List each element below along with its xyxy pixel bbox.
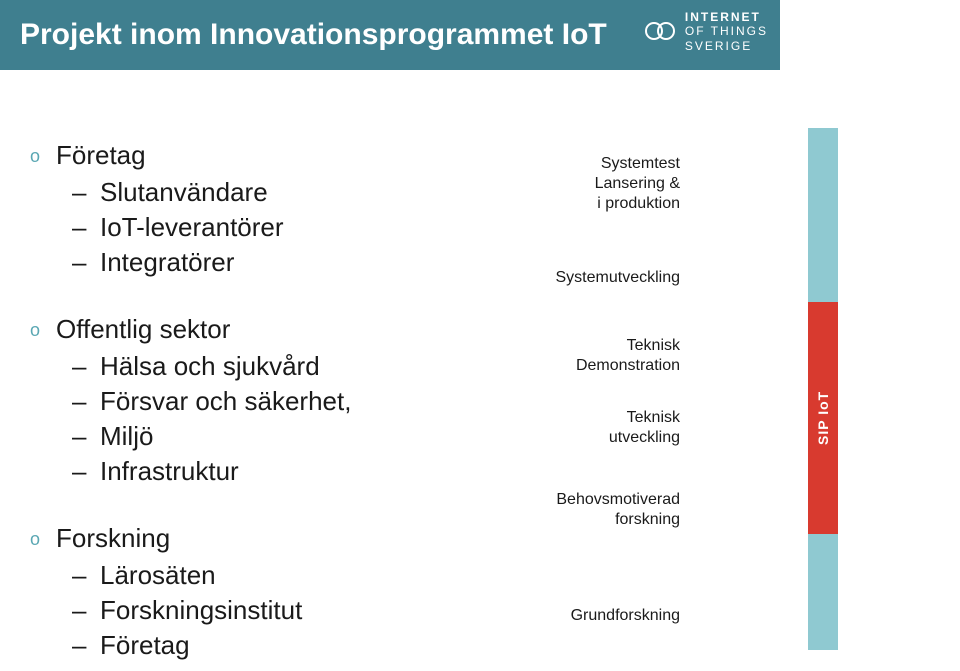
trl-chevron: TRL7 [700, 244, 780, 304]
trl-chevron-label: TRL7 [700, 244, 780, 289]
titlebar: Projekt inom Innovationsprogrammet IoT I… [0, 0, 780, 70]
trl-chevron-label: TRL3 [700, 476, 780, 521]
logo-line3: SVERIGE [685, 39, 752, 53]
stage-label: Systemutveckling [510, 268, 680, 288]
stage-label: Tekniskutveckling [510, 408, 680, 448]
stage-label: TekniskDemonstration [510, 336, 680, 376]
bullet-marker-o: o [30, 320, 40, 341]
trl-chevron-label: TRL6 [700, 302, 780, 347]
bullet-dash: – [72, 421, 86, 452]
slide-title: Projekt inom Innovationsprogrammet IoT [20, 18, 607, 52]
slide-root: Projekt inom Innovationsprogrammet IoT I… [0, 0, 960, 671]
bullet-sub-item: –Integratörer [100, 247, 450, 278]
bullet-group: oFöretag–Slutanvändare–IoT-leverantörer–… [30, 140, 450, 278]
bullet-top-level: oOffentlig sektor [56, 314, 450, 345]
bullet-group: oForskning–Lärosäten–Forskningsinstitut–… [30, 523, 450, 661]
trl-chevron: TRL2 [700, 534, 780, 594]
bullet-marker-o: o [30, 146, 40, 167]
bullet-sub-item: –Miljö [100, 421, 450, 452]
bullet-sub-item: –Infrastruktur [100, 456, 450, 487]
trl-chevron: TRL6 [700, 302, 780, 362]
trl-chevron: TRL8 [700, 186, 780, 246]
trl-chevron-label: TRL9 [700, 128, 780, 173]
trl-chevron: TRL5 [700, 360, 780, 420]
trl-chevron: TRL9 [700, 128, 780, 188]
bullet-sub-item: –Försvar och säkerhet, [100, 386, 450, 417]
logo-line2: OF THINGS [685, 24, 768, 38]
bullet-sub-item: –Lärosäten [100, 560, 450, 591]
bullet-list: oFöretag–Slutanvändare–IoT-leverantörer–… [30, 140, 450, 671]
bullet-dash: – [72, 386, 86, 417]
iot-sverige-logo: INTERNET OF THINGS SVERIGE [645, 10, 768, 53]
stage-label: Behovsmotiveradforskning [510, 490, 680, 530]
trl-chevron-label: TRL8 [700, 186, 780, 231]
trl-chevron: TRL4 [700, 418, 780, 478]
bullet-dash: – [72, 212, 86, 243]
trl-chevron-label: TRL2 [700, 534, 780, 579]
bullet-sub-item: –Företag [100, 630, 450, 661]
trl-chevron: TRL1 [700, 592, 780, 652]
bullet-sub-item: –Hälsa och sjukvård [100, 351, 450, 382]
sip-bar: SIP IoT [808, 128, 838, 650]
logo-text: INTERNET OF THINGS SVERIGE [685, 10, 768, 53]
bullet-sub-item: –Slutanvändare [100, 177, 450, 208]
bullet-group: oOffentlig sektor –Hälsa och sjukvård –För… [30, 314, 450, 487]
trl-chevron-label: TRL4 [700, 418, 780, 463]
bullet-dash: – [72, 595, 86, 626]
bullet-marker-o: o [30, 529, 40, 550]
bullet-dash: – [72, 351, 86, 382]
trl-chevron: TRL3 [700, 476, 780, 536]
bullet-top-level: oFöretag [56, 140, 450, 171]
bullet-sub-item: –Forskningsinstitut [100, 595, 450, 626]
bullet-dash: – [72, 177, 86, 208]
bullet-sub-item: –IoT-leverantörer [100, 212, 450, 243]
bullet-dash: – [72, 630, 86, 661]
trl-chevron-column: TRL9 TRL8 TRL7 TRL6 TRL5 TRL4 TRL3 TRL2 TRL1 [700, 128, 780, 650]
sip-bar-label: SIP IoT [808, 302, 838, 534]
logo-rings-icon [645, 22, 675, 40]
stage-label: SystemtestLansering &i produktion [510, 154, 680, 214]
trl-chevron-label: TRL5 [700, 360, 780, 405]
bullet-dash: – [72, 560, 86, 591]
logo-line1: INTERNET [685, 10, 761, 24]
stage-label: Grundforskning [510, 606, 680, 626]
bullet-top-level: oForskning [56, 523, 450, 554]
bullet-dash: – [72, 456, 86, 487]
trl-chevron-label: TRL1 [700, 592, 780, 637]
bullet-dash: – [72, 247, 86, 278]
